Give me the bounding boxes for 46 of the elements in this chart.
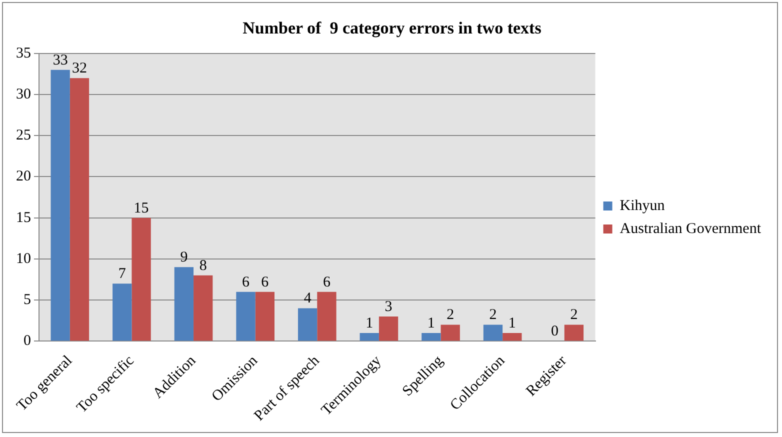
data-label: 1 [427, 315, 435, 332]
y-tick-label: 20 [16, 168, 31, 185]
data-label: 6 [322, 274, 331, 290]
data-label: 3 [384, 298, 392, 315]
data-label: 15 [134, 200, 149, 216]
bar [112, 284, 132, 341]
data-label: 9 [180, 250, 188, 266]
data-label: 1 [366, 315, 374, 332]
y-tick-label: 5 [24, 292, 31, 308]
bar [50, 70, 70, 341]
chart-title: Number of 9 category errors in two texts [242, 18, 542, 38]
bar [70, 78, 90, 341]
bar [483, 324, 503, 341]
bar [194, 275, 213, 341]
data-label: 8 [199, 258, 207, 274]
y-tick-label: 25 [16, 128, 31, 144]
bar [440, 324, 460, 341]
data-label: 1 [508, 315, 516, 332]
y-tick-label: 30 [16, 86, 31, 102]
bar [360, 332, 379, 341]
bar [378, 316, 398, 341]
bar [236, 292, 256, 341]
bar [255, 292, 274, 341]
bar [132, 218, 151, 341]
data-label: 2 [570, 307, 578, 324]
bar [317, 292, 336, 341]
legend-label: Australian Government [620, 220, 762, 237]
bar [174, 267, 194, 341]
data-label: 7 [118, 266, 126, 282]
data-label: 33 [52, 52, 68, 68]
bar [564, 324, 584, 341]
data-label: 2 [489, 307, 497, 324]
bar [298, 308, 318, 341]
data-label: 2 [446, 307, 454, 324]
data-label: 0 [551, 324, 559, 340]
bar [422, 332, 441, 341]
y-tick-label: 0 [24, 333, 31, 350]
y-tick-label: 15 [16, 210, 31, 226]
data-label: 6 [261, 274, 270, 290]
data-label: 4 [304, 290, 312, 307]
data-label: 32 [72, 60, 87, 77]
bar [502, 332, 522, 341]
y-tick-label: 10 [16, 250, 31, 267]
data-label: 6 [242, 274, 250, 290]
legend-label: Kihyun [620, 198, 666, 214]
y-tick-label: 35 [16, 45, 31, 62]
